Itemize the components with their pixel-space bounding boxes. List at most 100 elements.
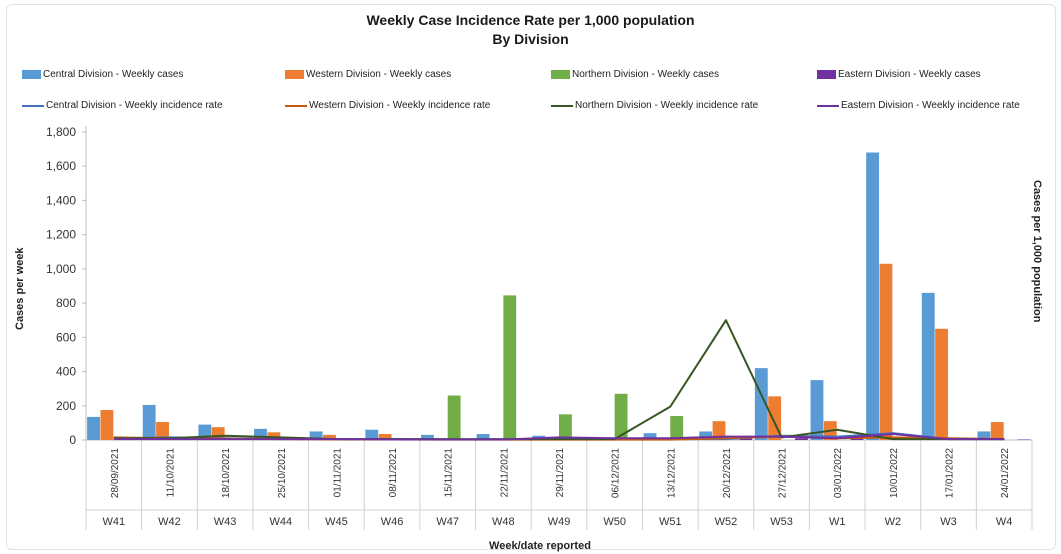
- bar: [866, 152, 880, 441]
- legend-item-northern-rate: Northern Division - Weekly incidence rat…: [551, 100, 758, 111]
- bar: [670, 416, 684, 440]
- x-week-label: W45: [325, 516, 348, 528]
- bar: [254, 428, 267, 440]
- x-week-label: W47: [436, 516, 459, 528]
- x-date-label: 13/12/2021: [666, 448, 677, 498]
- x-week-label: W49: [548, 516, 571, 528]
- bar: [977, 431, 991, 440]
- bar: [378, 434, 392, 440]
- bar: [879, 263, 893, 440]
- x-week-label: W44: [269, 516, 292, 528]
- x-week-label: W50: [603, 516, 626, 528]
- chart-title: Weekly Case Incidence Rate per 1,000 pop…: [366, 12, 695, 28]
- bar: [323, 434, 336, 440]
- bar: [739, 438, 753, 440]
- legend-item-western-rate: Western Division - Weekly incidence rate: [285, 100, 490, 111]
- legend-label: Western Division - Weekly incidence rate: [309, 100, 491, 111]
- y-tick-label: 1,200: [46, 228, 76, 242]
- bar: [850, 438, 864, 440]
- bar: [614, 393, 628, 440]
- x-date-label: 10/01/2022: [889, 448, 900, 498]
- legend-label: Western Division - Weekly cases: [306, 69, 452, 80]
- legend-swatch-western-cases: [285, 70, 304, 79]
- series-line: [113, 433, 1005, 441]
- x-week-label: W51: [659, 516, 682, 528]
- x-date-label: 29/11/2021: [555, 448, 566, 498]
- bar: [990, 422, 1004, 440]
- y-tick-label: 200: [56, 399, 76, 413]
- x-week-label: W48: [492, 516, 515, 528]
- y-tick-label: 1,800: [46, 125, 76, 139]
- bar: [794, 438, 808, 440]
- bar: [309, 431, 323, 440]
- legend-label: Eastern Division - Weekly incidence rate: [841, 100, 1020, 111]
- x-axis-title: Week/date reported: [489, 540, 591, 552]
- legend-label: Central Division - Weekly cases: [43, 69, 184, 80]
- x-date-label: 25/10/2021: [277, 448, 288, 498]
- legend-swatch-central-cases: [22, 70, 41, 79]
- legend-swatch-northern-cases: [551, 70, 570, 79]
- x-week-label: W53: [770, 516, 793, 528]
- bar: [420, 434, 434, 440]
- x-date-label: 28/09/2021: [110, 448, 121, 498]
- x-date-label: 15/11/2021: [444, 448, 455, 498]
- y-tick-label: 800: [56, 296, 76, 310]
- bar: [447, 395, 461, 440]
- x-date-label: 18/10/2021: [221, 448, 232, 498]
- bar: [476, 434, 490, 440]
- bar: [142, 404, 156, 440]
- legend-item-western-cases: Western Division - Weekly cases: [285, 69, 451, 80]
- legend-item-eastern-rate: Eastern Division - Weekly incidence rate: [817, 100, 1020, 111]
- x-date-label: 03/01/2022: [833, 448, 844, 498]
- x-week-label: W2: [885, 516, 902, 528]
- legend-label: Eastern Division - Weekly cases: [838, 69, 981, 80]
- bar: [559, 414, 572, 440]
- x-week-label: W46: [381, 516, 404, 528]
- bar: [643, 433, 657, 440]
- bar: [100, 410, 114, 440]
- y-tick-label: 400: [56, 365, 76, 379]
- x-date-label: 11/10/2021: [165, 448, 176, 498]
- series-line: [113, 319, 1005, 441]
- y-tick-label: 1,000: [46, 262, 76, 276]
- legend-item-central-cases: Central Division - Weekly cases: [22, 69, 183, 80]
- legend-item-central-rate: Central Division - Weekly incidence rate: [22, 100, 223, 111]
- x-week-label: W41: [103, 516, 126, 528]
- bar: [87, 416, 100, 440]
- bar: [712, 421, 726, 440]
- bar: [503, 295, 517, 440]
- legend-item-northern-cases: Northern Division - Weekly cases: [551, 69, 719, 80]
- legend-label: Northern Division - Weekly incidence rat…: [575, 100, 759, 111]
- bar: [699, 431, 713, 440]
- bar: [810, 380, 824, 440]
- x-date-label: 27/12/2021: [778, 448, 789, 498]
- legend-label: Northern Division - Weekly cases: [572, 69, 720, 80]
- bar: [156, 422, 169, 440]
- x-date-label: 06/12/2021: [611, 448, 622, 498]
- x-date-label: 24/01/2022: [1000, 448, 1011, 498]
- bar: [921, 292, 935, 440]
- y-tick-label: 0: [69, 433, 76, 447]
- y-tick-label: 1,600: [46, 159, 76, 173]
- legend-label: Central Division - Weekly incidence rate: [46, 100, 223, 111]
- x-date-label: 01/11/2021: [332, 448, 343, 498]
- bar: [267, 432, 281, 440]
- x-date-label: 22/11/2021: [499, 448, 510, 498]
- legend-line-central-rate: [22, 104, 44, 107]
- legend-line-eastern-rate: [817, 104, 839, 107]
- x-week-label: W4: [996, 516, 1013, 528]
- bar: [365, 429, 379, 440]
- x-date-label: 20/12/2021: [722, 448, 733, 498]
- x-date-label: 08/11/2021: [388, 448, 399, 498]
- y-tick-label: 600: [56, 330, 76, 344]
- legend-line-northern-rate: [551, 104, 573, 107]
- legend-swatch-eastern-cases: [817, 70, 836, 79]
- x-week-label: W52: [715, 516, 738, 528]
- y-tick-label: 1,400: [46, 193, 76, 207]
- x-week-label: W3: [940, 516, 957, 528]
- x-week-label: W1: [829, 516, 846, 528]
- x-week-label: W42: [158, 516, 181, 528]
- chart-subtitle: By Division: [492, 31, 569, 47]
- bar: [1017, 439, 1031, 440]
